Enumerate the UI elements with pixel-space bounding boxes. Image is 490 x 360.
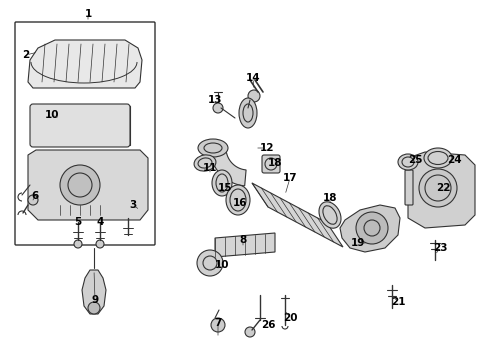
- Text: 19: 19: [351, 238, 365, 248]
- FancyBboxPatch shape: [262, 155, 280, 173]
- Text: 7: 7: [214, 318, 221, 328]
- Circle shape: [82, 108, 118, 144]
- Polygon shape: [252, 183, 343, 247]
- Text: 11: 11: [203, 163, 217, 173]
- Text: 10: 10: [215, 260, 229, 270]
- Text: 2: 2: [23, 50, 29, 60]
- Polygon shape: [28, 150, 148, 220]
- Circle shape: [248, 90, 260, 102]
- Circle shape: [197, 250, 223, 276]
- Circle shape: [88, 302, 100, 314]
- Text: 24: 24: [447, 155, 461, 165]
- Text: 4: 4: [97, 217, 104, 227]
- Text: 3: 3: [129, 200, 137, 210]
- Text: 21: 21: [391, 297, 405, 307]
- Circle shape: [60, 165, 100, 205]
- Ellipse shape: [198, 139, 228, 157]
- Circle shape: [245, 327, 255, 337]
- Text: 5: 5: [74, 217, 82, 227]
- Circle shape: [356, 212, 388, 244]
- Ellipse shape: [424, 148, 452, 168]
- Ellipse shape: [212, 170, 232, 196]
- Text: 1: 1: [84, 9, 92, 19]
- Text: 8: 8: [240, 235, 246, 245]
- FancyBboxPatch shape: [30, 104, 130, 147]
- Circle shape: [213, 103, 223, 113]
- Text: 18: 18: [268, 158, 282, 168]
- Text: 12: 12: [260, 143, 274, 153]
- Text: 13: 13: [208, 95, 222, 105]
- Text: 16: 16: [233, 198, 247, 208]
- Polygon shape: [82, 270, 106, 314]
- Ellipse shape: [398, 154, 418, 170]
- Circle shape: [74, 240, 82, 248]
- Text: 25: 25: [408, 155, 422, 165]
- Text: 26: 26: [261, 320, 275, 330]
- Text: 15: 15: [218, 183, 232, 193]
- Text: 14: 14: [245, 73, 260, 83]
- Text: 23: 23: [433, 243, 447, 253]
- Text: 6: 6: [31, 191, 39, 201]
- Ellipse shape: [226, 185, 250, 215]
- Circle shape: [96, 240, 104, 248]
- Text: 9: 9: [92, 295, 98, 305]
- Polygon shape: [210, 148, 246, 186]
- Circle shape: [28, 195, 38, 205]
- Polygon shape: [215, 233, 275, 257]
- FancyBboxPatch shape: [405, 170, 413, 205]
- Polygon shape: [340, 205, 400, 252]
- Text: 10: 10: [45, 110, 59, 120]
- Ellipse shape: [419, 169, 457, 207]
- Polygon shape: [408, 152, 475, 228]
- Text: 17: 17: [283, 173, 297, 183]
- Text: 20: 20: [283, 313, 297, 323]
- Polygon shape: [28, 40, 142, 88]
- Polygon shape: [32, 106, 130, 145]
- Text: 22: 22: [436, 183, 450, 193]
- Ellipse shape: [194, 155, 216, 171]
- Circle shape: [42, 108, 78, 144]
- Ellipse shape: [239, 98, 257, 128]
- Text: 18: 18: [323, 193, 337, 203]
- Circle shape: [211, 318, 225, 332]
- Ellipse shape: [319, 202, 341, 228]
